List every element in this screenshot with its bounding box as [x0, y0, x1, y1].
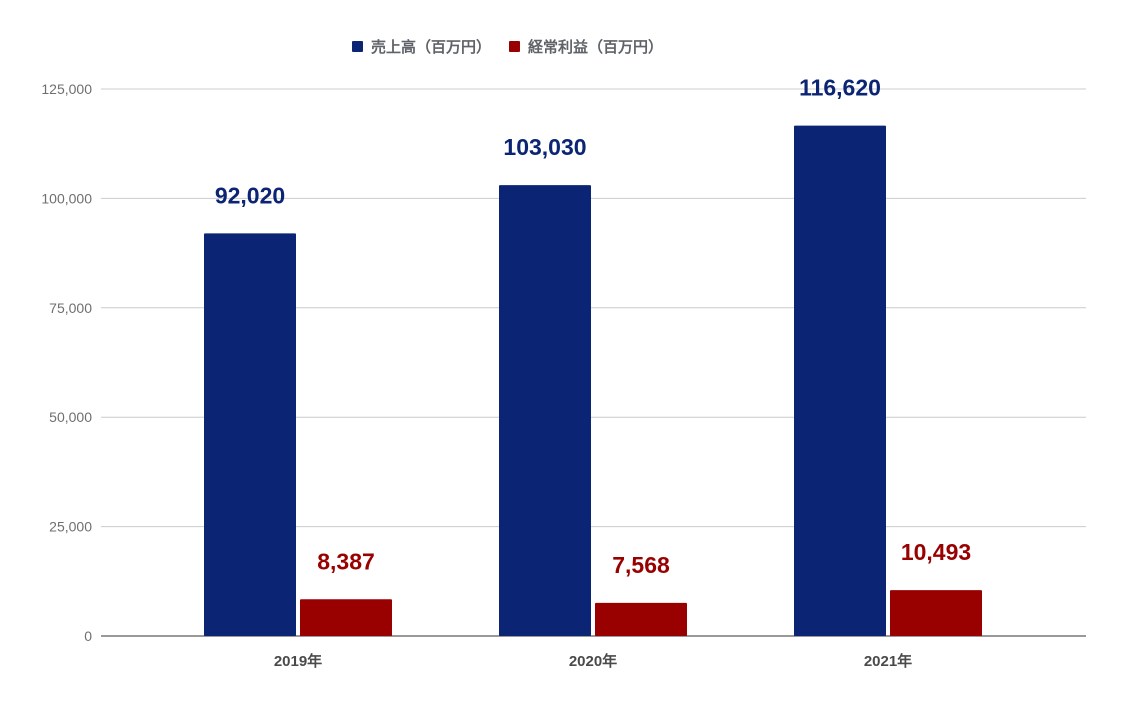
x-tick-label: 2020年 [569, 652, 617, 670]
y-tick-label: 0 [84, 628, 92, 644]
sales-bar [794, 125, 886, 636]
sales-data-label: 116,620 [799, 75, 881, 101]
chart-legend: 売上高（百万円） 経常利益（百万円） [352, 36, 663, 57]
y-tick-label: 125,000 [41, 81, 92, 97]
sales-data-label: 103,030 [503, 134, 586, 160]
y-tick-label: 25,000 [49, 519, 92, 535]
y-tick-label: 100,000 [41, 190, 92, 206]
ordinary-profit-data-label: 10,493 [901, 539, 971, 565]
data-labels: 92,020 8,387 103,030 7,568 116,620 10,493 [215, 75, 971, 578]
ordinary-profit-bar [890, 590, 982, 636]
x-tick-label: 2019年 [274, 652, 322, 670]
legend-item-sales: 売上高（百万円） [352, 36, 491, 57]
legend-label-sales: 売上高（百万円） [371, 38, 492, 56]
legend-swatch-ordinary-profit [509, 41, 521, 52]
bars [204, 125, 982, 636]
ordinary-profit-bar [300, 599, 392, 636]
legend-item-ordinary-profit: 経常利益（百万円） [509, 36, 663, 57]
legend-label-ordinary-profit: 経常利益（百万円） [528, 38, 664, 56]
ordinary-profit-bar [595, 602, 687, 636]
y-tick-label: 50,000 [49, 409, 92, 425]
ordinary-profit-data-label: 8,387 [317, 548, 375, 574]
sales-bar [204, 233, 296, 636]
legend-swatch-sales [352, 41, 363, 52]
sales-data-label: 92,020 [215, 182, 285, 208]
x-tick-label: 2021年 [864, 652, 912, 670]
y-tick-label: 75,000 [49, 300, 92, 316]
sales-bar [499, 185, 591, 636]
ordinary-profit-data-label: 7,568 [612, 552, 670, 578]
y-axis: 0 25,000 50,000 75,000 100,000 125,000 [41, 81, 92, 644]
x-axis: 2019年 2020年 2021年 [274, 652, 912, 670]
